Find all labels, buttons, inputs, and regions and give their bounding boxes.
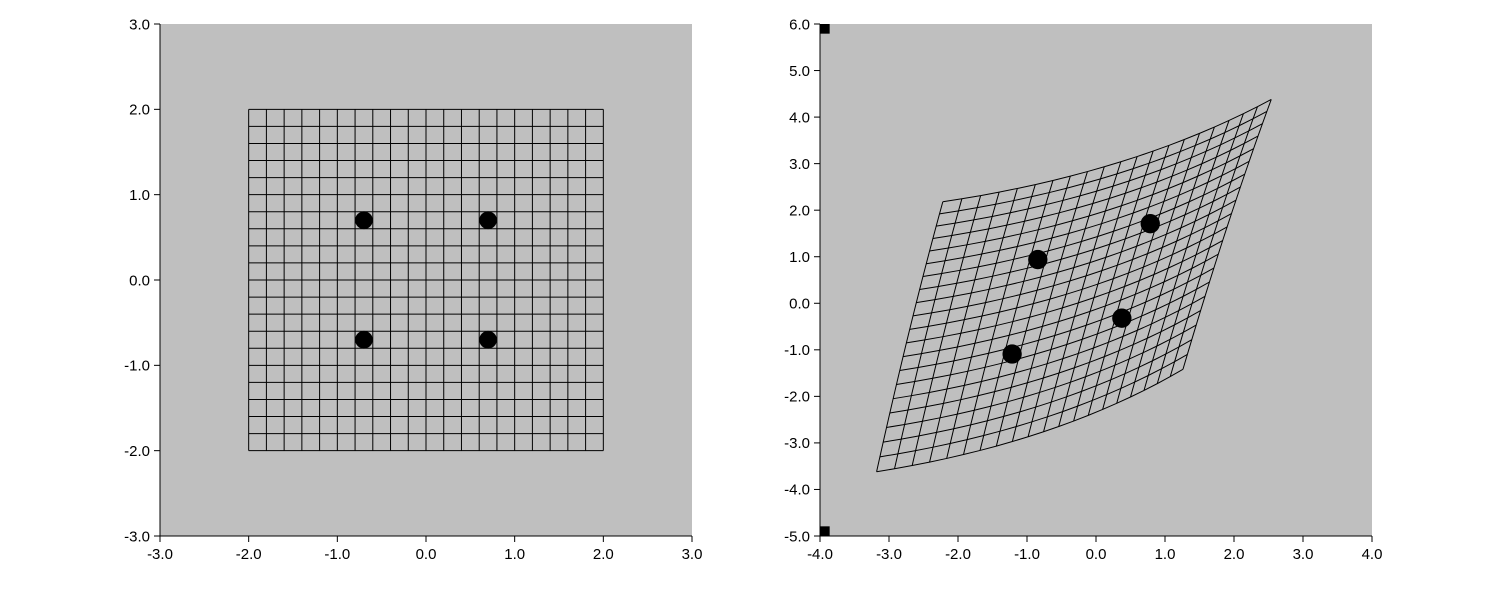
y-tick-label: 1.0 bbox=[129, 187, 150, 204]
x-tick-label: -1.0 bbox=[324, 546, 350, 563]
x-tick-label: -4.0 bbox=[807, 546, 833, 563]
y-tick-label: -3.0 bbox=[124, 528, 150, 545]
x-tick-label: 3.0 bbox=[1293, 546, 1314, 563]
x-tick-label: -2.0 bbox=[945, 546, 971, 563]
data-point bbox=[479, 211, 497, 229]
y-tick-label: 0.0 bbox=[129, 272, 150, 289]
x-tick-label: 2.0 bbox=[1224, 546, 1245, 563]
x-tick-label: -2.0 bbox=[236, 546, 262, 563]
y-tick-label: -1.0 bbox=[784, 342, 810, 359]
x-tick-label: 2.0 bbox=[593, 546, 614, 563]
y-tick-label: 2.0 bbox=[789, 202, 810, 219]
y-tick-label: -1.0 bbox=[124, 358, 150, 375]
data-point bbox=[1141, 214, 1160, 233]
data-point bbox=[479, 331, 497, 349]
corner-marker bbox=[820, 24, 830, 34]
x-tick-label: -3.0 bbox=[147, 546, 173, 563]
y-tick-label: 3.0 bbox=[789, 156, 810, 173]
x-tick-label: 4.0 bbox=[1362, 546, 1383, 563]
right-chart-svg: -4.0-3.0-2.0-1.00.01.02.03.04.0-5.0-4.0-… bbox=[766, 10, 1386, 570]
x-tick-label: 1.0 bbox=[504, 546, 525, 563]
y-tick-label: -5.0 bbox=[784, 528, 810, 545]
x-tick-label: -1.0 bbox=[1014, 546, 1040, 563]
data-point bbox=[1002, 344, 1021, 363]
x-tick-label: 3.0 bbox=[682, 546, 703, 563]
y-tick-label: -3.0 bbox=[784, 435, 810, 452]
y-tick-label: -2.0 bbox=[124, 443, 150, 460]
y-tick-label: 6.0 bbox=[789, 16, 810, 33]
x-tick-label: 0.0 bbox=[416, 546, 437, 563]
y-tick-label: 2.0 bbox=[129, 102, 150, 119]
right-chart-panel: -4.0-3.0-2.0-1.00.01.02.03.04.0-5.0-4.0-… bbox=[766, 10, 1386, 575]
corner-marker bbox=[820, 526, 830, 536]
y-tick-label: 4.0 bbox=[789, 109, 810, 126]
y-tick-label: -2.0 bbox=[784, 389, 810, 406]
charts-row: -3.0 -2.0 -1.0 0.0 1.0 2.0 3.0 -3.0 -2.0 -1.0 0.0 1… bbox=[0, 0, 1492, 585]
y-tick-label: 0.0 bbox=[789, 296, 810, 313]
left-chart-panel: -3.0 -2.0 -1.0 0.0 1.0 2.0 3.0 -3.0 -2.0 -1.0 0.0 1… bbox=[106, 10, 706, 575]
plot-area bbox=[820, 24, 1372, 536]
data-point bbox=[1112, 309, 1131, 328]
data-point bbox=[1028, 250, 1047, 269]
x-tick-label: 1.0 bbox=[1155, 546, 1176, 563]
data-point bbox=[355, 211, 373, 229]
y-tick-label: -4.0 bbox=[784, 482, 810, 499]
x-tick-label: 0.0 bbox=[1086, 546, 1107, 563]
y-tick-label: 3.0 bbox=[129, 16, 150, 33]
x-tick-label: -3.0 bbox=[876, 546, 902, 563]
y-tick-label: 1.0 bbox=[789, 249, 810, 266]
left-chart-svg: -3.0 -2.0 -1.0 0.0 1.0 2.0 3.0 -3.0 -2.0 -1.0 0.0 1… bbox=[106, 10, 706, 570]
y-tick-label: 5.0 bbox=[789, 63, 810, 80]
data-point bbox=[355, 331, 373, 349]
